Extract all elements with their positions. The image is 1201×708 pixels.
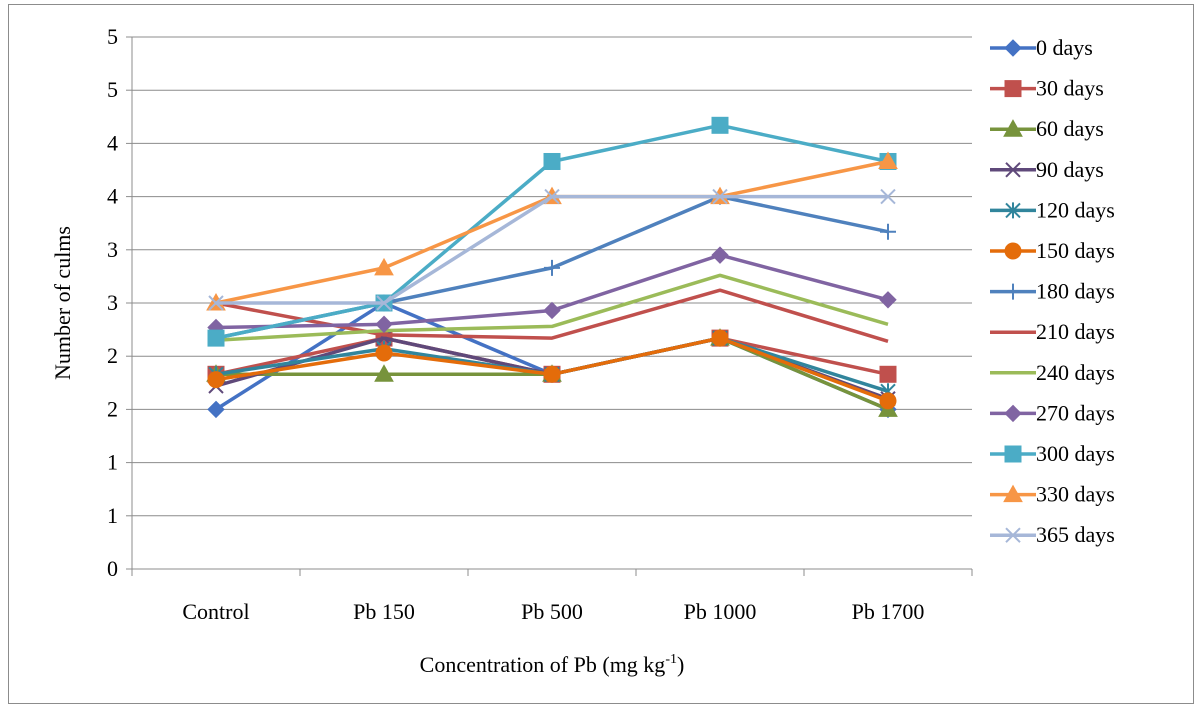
x-tick-label: Pb 1000	[684, 599, 757, 624]
data-point	[543, 365, 561, 383]
legend-item: 330 days	[990, 482, 1115, 507]
data-point	[374, 364, 394, 382]
x-axis-title-main: Concentration of Pb (mg kg	[420, 652, 666, 677]
legend-item: 270 days	[990, 400, 1115, 425]
legend-item: 0 days	[990, 35, 1093, 60]
data-point	[711, 116, 729, 134]
data-point	[711, 329, 729, 347]
data-point	[207, 400, 225, 419]
y-tick-label: 0	[107, 556, 118, 581]
data-point	[207, 329, 225, 347]
legend-label: 330 days	[1036, 482, 1115, 507]
legend-item: 60 days	[990, 116, 1104, 141]
x-axis-title-superscript: -1	[665, 652, 677, 667]
x-tick-label: Pb 1700	[852, 599, 925, 624]
legend-item: 180 days	[990, 279, 1115, 304]
series-365-days	[208, 188, 896, 311]
series-270-days	[207, 246, 897, 337]
legend-label: 365 days	[1036, 522, 1115, 547]
legend-marker	[1004, 80, 1022, 98]
legend-marker	[1005, 527, 1021, 543]
chart-frame	[8, 4, 1194, 704]
y-tick-label: 1	[107, 503, 118, 528]
y-tick-label: 5	[107, 77, 118, 102]
x-tick-label: Pb 500	[521, 599, 583, 624]
series-330-days	[206, 151, 898, 311]
legend-marker	[1004, 242, 1022, 260]
data-point	[712, 188, 728, 205]
x-tick-label: Pb 150	[353, 599, 415, 624]
data-point	[544, 259, 560, 276]
series-150-days	[207, 329, 897, 410]
legend-marker	[1005, 283, 1021, 300]
data-point	[878, 151, 898, 169]
data-point	[879, 291, 897, 309]
y-axis-title: Number of culms	[50, 226, 75, 380]
axes: 0 1 1 2 2 3 3 4 4 5 5 Control Pb 150 Pb 500 Pb 1000 Pb …	[107, 24, 973, 624]
x-axis-title: Concentration of Pb (mg kg-1)	[420, 652, 685, 677]
y-tick-label: 4	[107, 184, 118, 209]
legend-item: 365 days	[990, 522, 1115, 547]
data-point	[880, 188, 896, 205]
data-point	[879, 392, 897, 410]
data-point	[374, 257, 394, 276]
legend-item: 120 days	[990, 197, 1115, 222]
legend-item: 30 days	[990, 76, 1104, 101]
legend-label: 0 days	[1036, 35, 1093, 60]
legend-marker	[1004, 39, 1022, 57]
legend-item: 300 days	[990, 441, 1115, 466]
data-point	[376, 295, 392, 311]
data-point	[879, 365, 897, 383]
legend-item: 90 days	[990, 157, 1104, 182]
data-point	[208, 295, 224, 311]
legend-label: 180 days	[1036, 279, 1115, 304]
legend-label: 30 days	[1036, 76, 1104, 101]
legend-label: 150 days	[1036, 238, 1115, 263]
series-lines	[206, 116, 898, 419]
data-point	[543, 301, 561, 320]
legend-label: 90 days	[1036, 157, 1104, 182]
y-tick-label: 3	[107, 290, 118, 315]
legend-marker	[1005, 162, 1021, 178]
grid-lines	[132, 36, 972, 517]
y-tick-label: 2	[107, 343, 118, 368]
y-tick-label: 5	[107, 24, 118, 49]
legend-label: 60 days	[1036, 116, 1104, 141]
legend: 0 days 30 days 60 days 90 days 120 days 150 d…	[990, 35, 1115, 547]
y-tick-label: 2	[107, 396, 118, 421]
data-point	[544, 188, 560, 205]
legend-label: 120 days	[1036, 197, 1115, 222]
y-tick-label: 3	[107, 237, 118, 262]
legend-label: 300 days	[1036, 441, 1115, 466]
series-line	[215, 273, 889, 342]
legend-label: 270 days	[1036, 400, 1115, 425]
y-tick-label: 4	[107, 130, 118, 155]
legend-item: 150 days	[990, 238, 1115, 263]
series-line	[215, 159, 889, 305]
legend-label: 210 days	[1036, 319, 1115, 344]
series-240-days	[215, 273, 889, 342]
data-point	[711, 246, 729, 264]
data-point	[375, 344, 393, 362]
legend-marker	[1004, 445, 1022, 463]
data-point	[207, 371, 225, 389]
data-point	[375, 315, 393, 333]
legend-marker	[1003, 119, 1023, 137]
legend-marker	[1005, 202, 1021, 219]
legend-item: 210 days	[990, 319, 1115, 344]
x-tick-label: Control	[182, 599, 249, 624]
x-axis-title-suffix: )	[677, 652, 684, 677]
legend-marker	[1003, 484, 1023, 503]
data-point	[543, 152, 561, 170]
data-point	[880, 223, 896, 240]
legend-marker	[1004, 404, 1022, 423]
legend-label: 240 days	[1036, 360, 1115, 385]
y-tick-label: 1	[107, 450, 118, 475]
legend-item: 240 days	[990, 360, 1115, 385]
